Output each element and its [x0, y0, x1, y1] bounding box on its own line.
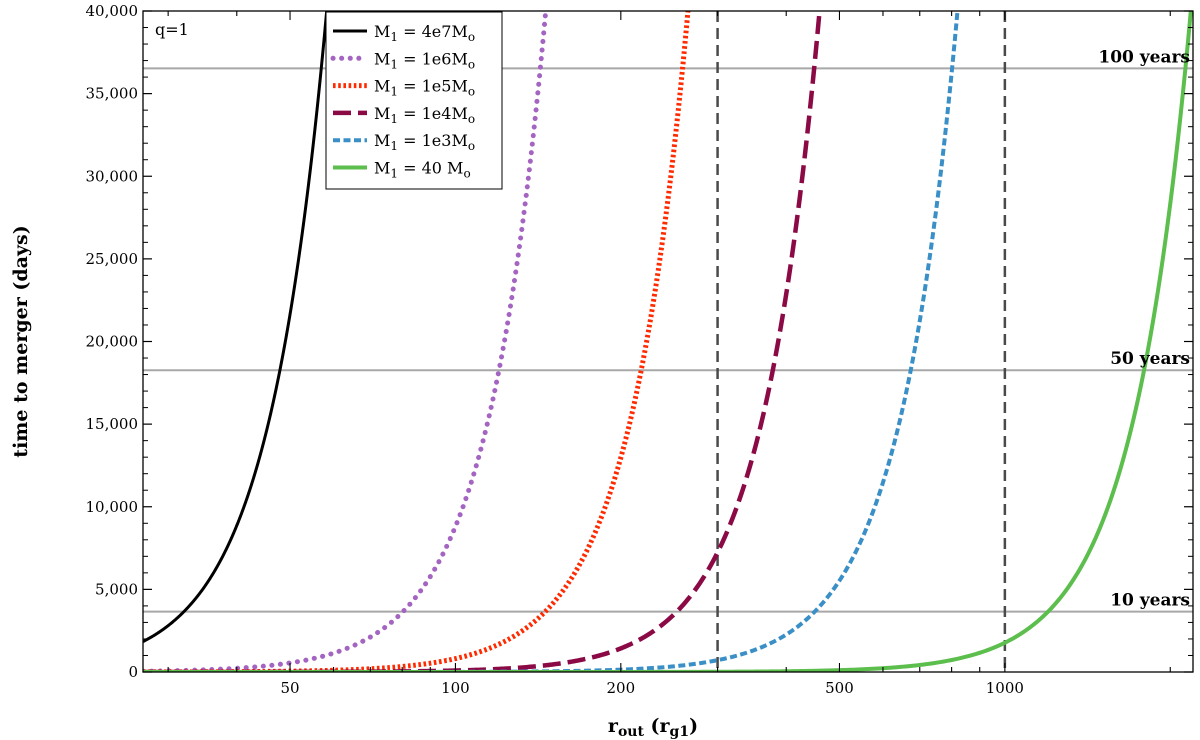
reference-label-1: 50 years	[1110, 349, 1190, 369]
reference-lines	[143, 11, 1193, 672]
legend-label-0: M1 = 4e7Mo	[374, 22, 475, 44]
legend-label-5: M1 = 40 Mo	[374, 159, 471, 181]
x-tick-label-3: 500	[825, 679, 854, 697]
y-tick-label-7: 35,000	[86, 85, 139, 103]
x-tick-label-2: 200	[607, 679, 636, 697]
y-tick-label-4: 20,000	[86, 333, 139, 351]
reference-label-0: 100 years	[1098, 47, 1190, 67]
y-tick-label-5: 25,000	[86, 250, 139, 268]
y-tick-label-3: 15,000	[86, 415, 139, 433]
x-tick-label-4: 1000	[986, 679, 1024, 697]
y-tick-label-2: 10,000	[86, 498, 139, 516]
legend-label-2: M1 = 1e5Mo	[374, 77, 475, 99]
legend: M1 = 4e7Mo M1 = 1e6Mo M1 = 1e5Mo M1 = 1e4Mo…	[325, 11, 503, 190]
legend-label-1: M1 = 1e6Mo	[374, 49, 475, 71]
series-line-0	[143, 11, 329, 643]
legend-box	[325, 11, 503, 190]
y-tick-label-0: 0	[128, 663, 138, 681]
y-tick-label-1: 5,000	[95, 580, 138, 598]
annotation-q: q=1	[155, 20, 189, 39]
legend-label-3: M1 = 1e4Mo	[374, 104, 475, 126]
labels: 100 years 50 years 10 years 0 5,000 10,000 15,…	[10, 2, 1190, 740]
x-axis-title: rout (rg1)	[608, 715, 698, 740]
axes	[142, 10, 1194, 673]
x-tick-label-1: 100	[441, 679, 470, 697]
reference-label-2: 10 years	[1110, 591, 1190, 611]
y-tick-label-6: 30,000	[86, 167, 139, 185]
x-tick-label-0: 50	[280, 679, 299, 697]
series-line-2	[143, 11, 691, 672]
y-axis-title: time to merger (days)	[10, 225, 32, 457]
legend-label-4: M1 = 1e3Mo	[374, 131, 475, 153]
y-tick-label-8: 40,000	[86, 2, 139, 20]
